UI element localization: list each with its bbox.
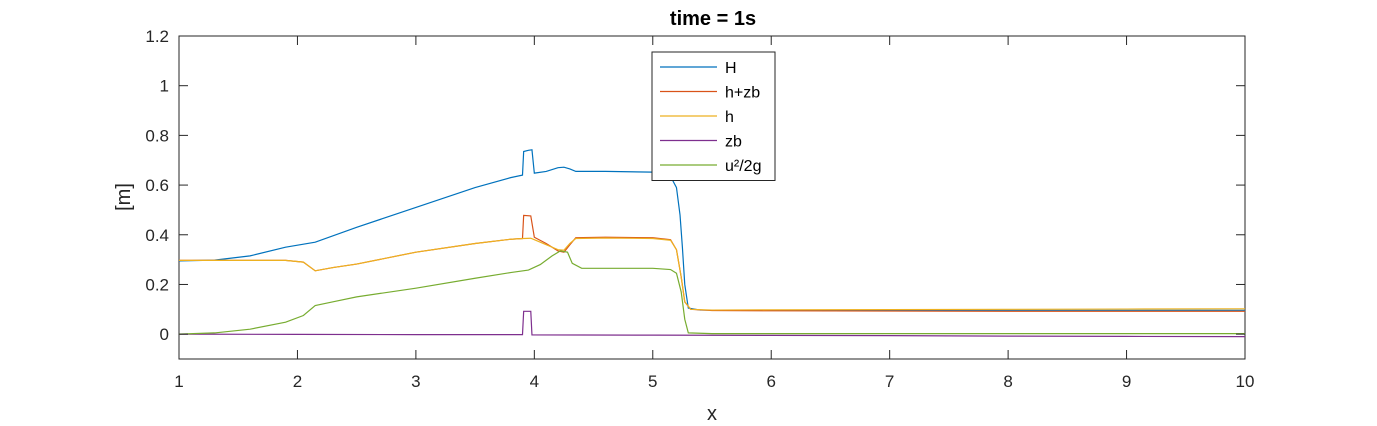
x-tick-label: 10	[1236, 372, 1255, 391]
legend-entry-label: H	[725, 60, 737, 77]
series-layer	[178, 149, 1246, 338]
y-tick-label: 1	[160, 77, 169, 96]
axis-ticks: 1 2 3 4 5 6 7 8 9 10 0 0.2 0.4 0.6 0.8 1 1.2	[145, 27, 1254, 391]
x-tick-label: 8	[1003, 372, 1012, 391]
x-tick-label: 6	[766, 372, 775, 391]
x-tick-label: 5	[648, 372, 657, 391]
y-tick-label: 0.8	[145, 126, 169, 145]
y-tick-label: 0	[160, 325, 169, 344]
y-tick-label: 0.2	[145, 275, 169, 294]
legend-entry-label: h	[725, 109, 734, 126]
legend-entry-label: h+zb	[725, 85, 760, 102]
x-tick-label: 9	[1122, 372, 1131, 391]
series-line-2	[179, 237, 1246, 311]
legend-entry-label: u²/2g	[725, 158, 761, 175]
legend: Hh+zb h zb u²/2g	[651, 51, 776, 181]
x-axis-label: x	[707, 403, 717, 425]
x-tick-label: 2	[293, 372, 302, 391]
x-tick-label: 7	[885, 372, 894, 391]
x-tick-label: 3	[411, 372, 420, 391]
chart-title: time = 1s	[670, 8, 756, 30]
legend-entry-label: zb	[725, 134, 742, 151]
y-tick-label: 0.6	[145, 176, 169, 195]
x-tick-label: 4	[530, 372, 539, 391]
y-axis-label: [m]	[113, 183, 135, 211]
y-tick-label: 1.2	[145, 27, 169, 46]
x-tick-label: 1	[174, 372, 183, 391]
y-tick-label: 0.4	[145, 226, 169, 245]
series-line-4	[178, 250, 1245, 335]
series-line-3	[178, 310, 1246, 338]
